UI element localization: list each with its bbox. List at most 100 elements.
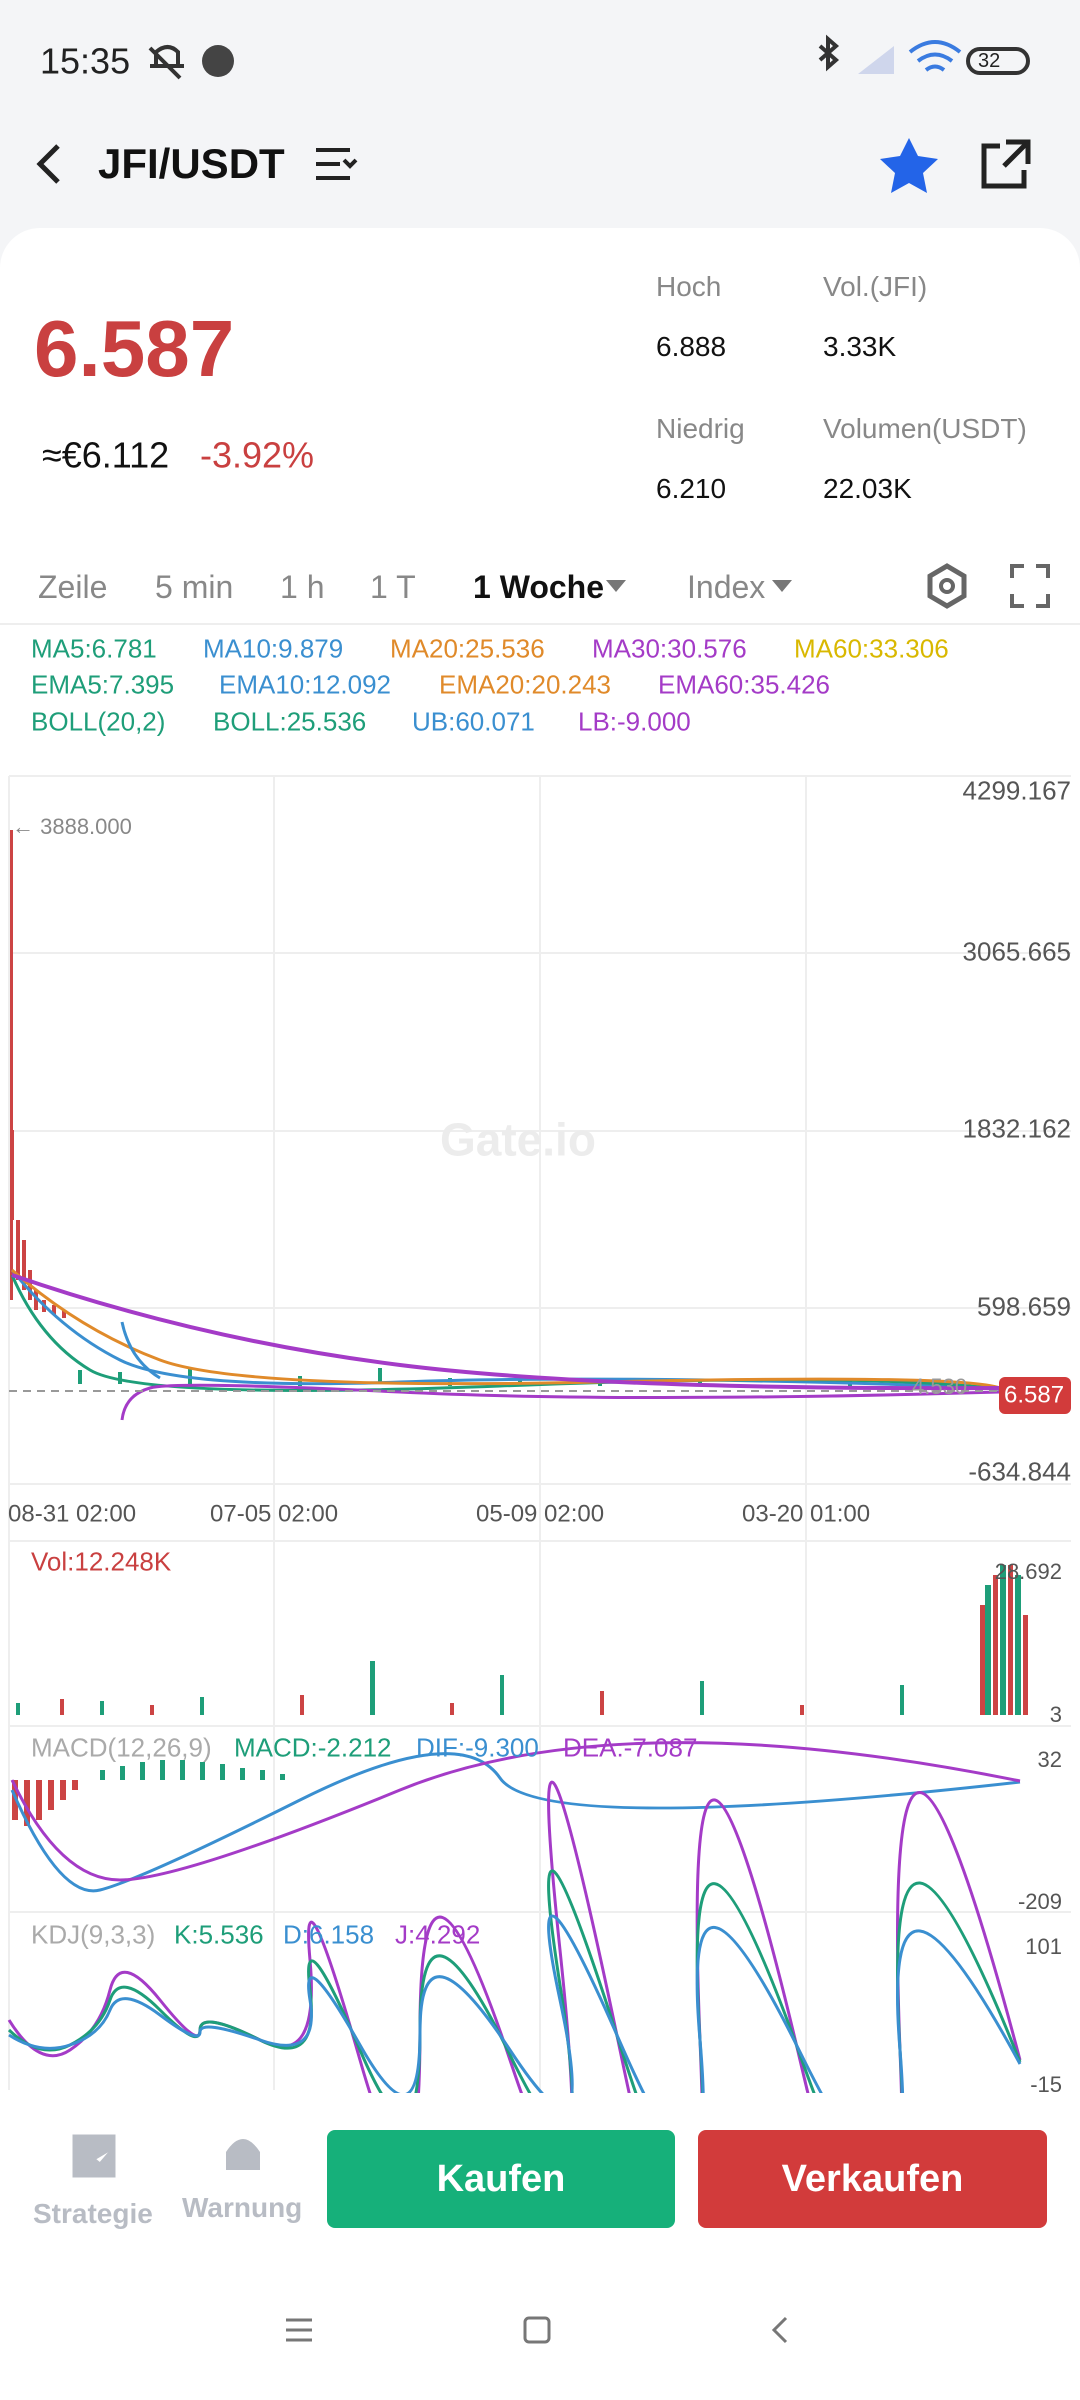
stat-label: Hoch [656,271,722,303]
nav-menu[interactable] [286,2318,312,2342]
bluetooth-icon [818,34,840,72]
tab[interactable]: 1 Woche [473,568,604,605]
dif-line [10,1752,1021,1893]
share-icon[interactable] [981,139,1031,189]
line-label: 4.530 [912,1373,968,1399]
indicator: LB:-9.000 [578,706,691,737]
indicator: BOLL(20,2) [31,706,166,737]
buy-button[interactable] [327,2130,675,2228]
kdj-min: -15 [1030,2071,1062,2097]
dropdown-icons [606,580,792,592]
strategy-label[interactable]: Strategie [33,2198,153,2230]
macd-max: 32 [1037,1746,1062,1772]
watermark: Gate.io [440,1113,596,1166]
kdj-max: 101 [1025,1933,1062,1959]
indicator: EMA60:35.426 [658,669,831,700]
status-icons [148,34,1030,80]
y-label: 598.659 [977,1291,1071,1322]
dnd-icon [202,45,234,77]
candles [10,830,852,1388]
y-label: -634.844 [968,1456,1071,1487]
x-label: 07-05 02:00 [210,1500,339,1528]
alert-label[interactable]: Warnung [182,2192,303,2224]
volume-max: 28.692 [994,1558,1062,1584]
sell-button[interactable] [698,2130,1047,2228]
stat-label: Vol.(JFI) [823,271,928,303]
kdj-label: D:6.158 [283,1919,375,1950]
sell-label[interactable]: Verkaufen [781,2158,964,2201]
indicator: MA10:9.879 [203,633,344,664]
last-price-box [999,1377,1071,1414]
volume-min: 3 [1049,1701,1062,1727]
tab[interactable]: 1 T [370,568,416,605]
kdj-label: KDJ(9,3,3) [31,1919,156,1950]
last-price-tag: 6.587 [1004,1381,1065,1409]
stat-value: 6.210 [656,473,727,505]
ma-lines [10,1268,1001,1421]
tab[interactable]: 5 min [155,568,234,605]
buy-label[interactable]: Kaufen [436,2158,566,2201]
time: 15:35 [40,40,131,82]
last-price: 6.587 [34,304,235,393]
mute-icon [148,45,184,80]
favorite-icon[interactable] [880,138,938,193]
macd-label: DEA:-7.087 [563,1732,698,1763]
dea-line [10,1741,1021,1882]
grid [8,775,1071,2090]
indicator: UB:60.071 [412,706,535,737]
stat-label: Volumen(USDT) [823,413,1027,445]
indicator: EMA10:12.092 [219,669,392,700]
volume-bars [10,1565,1021,1715]
alert-icon[interactable] [222,2139,264,2170]
macd-label: DIF:-9.300 [416,1732,539,1763]
indicator: BOLL:25.536 [213,706,367,737]
x-label: 03-20 01:00 [742,1500,871,1528]
pair-menu-icon[interactable] [316,148,358,180]
nav-back[interactable] [771,2316,788,2344]
price-change: -3.92% [200,434,315,476]
tab[interactable]: Zeile [38,568,108,605]
macd-label: MACD(12,26,9) [31,1732,212,1763]
strategy-icon[interactable] [72,2134,116,2178]
x-label: 08-31 02:00 [8,1500,137,1528]
kdj-label: K:5.536 [174,1919,264,1950]
stat-value: 6.888 [656,331,727,363]
battery-icon [966,47,1030,75]
stat-label: Niedrig [656,413,745,445]
back-icon[interactable] [36,144,60,184]
signal-icon [858,46,894,74]
tab[interactable]: 1 h [280,568,325,605]
battery-level: 32 [978,50,1001,72]
y-label: 3065.665 [962,936,1071,967]
kdj-label: J:4.292 [395,1919,481,1950]
wifi-icon [908,40,962,72]
indicator: MA60:33.306 [794,633,949,664]
fullscreen-icon[interactable] [1010,564,1050,608]
pair-title[interactable]: JFI/USDT [98,139,285,187]
stat-value: 22.03K [823,473,912,505]
indicator: MA5:6.781 [31,633,157,664]
macd-label: MACD:-2.212 [234,1732,392,1763]
macd-hist-red [12,1780,78,1826]
settings-dot [939,578,955,594]
x-label: 05-09 02:00 [476,1500,605,1528]
fiat-price: ≈€6.112 [42,434,170,476]
y-label: 1832.162 [962,1113,1071,1144]
indicator: EMA5:7.395 [31,669,175,700]
candle-spike [10,830,13,1300]
indicator: MA30:30.576 [592,633,747,664]
volume-label: Vol:12.248K [31,1546,172,1577]
indicator: MA20:25.536 [390,633,545,664]
macd-min: -209 [1017,1888,1062,1914]
volume-bars-red [60,1565,1028,1715]
y-label: 4299.167 [962,775,1071,806]
settings-icon[interactable] [927,563,967,609]
nav-home[interactable] [523,2316,551,2344]
tab[interactable]: Index [687,568,766,605]
stat-value: 3.33K [823,331,897,363]
max-label: ← 3888.000 [12,813,132,839]
candle [10,1130,14,1220]
indicator: EMA20:20.243 [439,669,612,700]
